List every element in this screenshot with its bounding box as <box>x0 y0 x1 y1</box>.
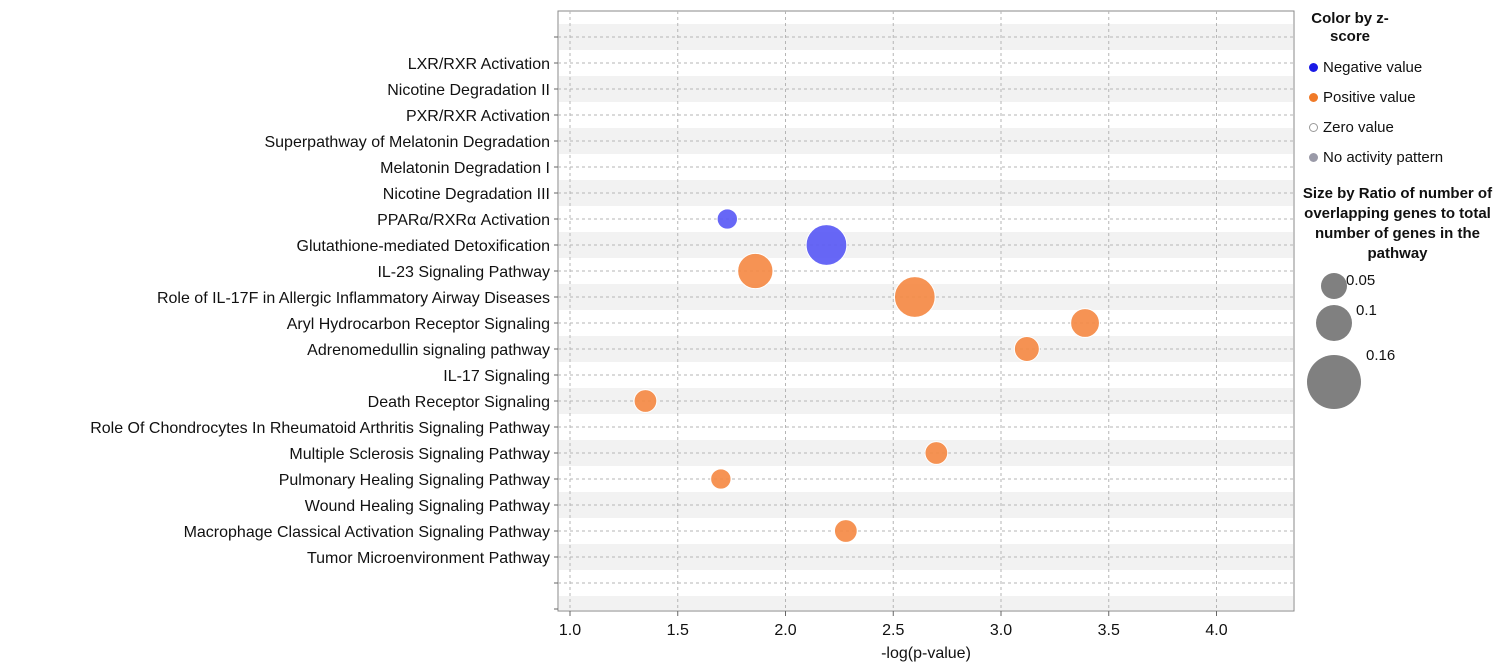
x-axis-ticks: 1.01.52.02.53.03.54.04.55.05.56.06.57.07… <box>559 611 1228 639</box>
y-axis-label: Superpathway of Melatonin Degradation <box>264 134 550 151</box>
data-point <box>710 468 732 490</box>
legend-color-label: Negative value <box>1323 58 1423 76</box>
y-axis-label: Glutathione-mediated Detoxification <box>297 238 550 255</box>
legend-color-label: Positive value <box>1323 88 1416 106</box>
legend-size-label: 0.1 <box>1356 302 1377 319</box>
legend-size-circle <box>1315 304 1353 342</box>
data-point <box>633 389 658 413</box>
legend-color-items: Negative value Positive value Zero value No… <box>1300 52 1495 172</box>
y-axis-label: IL-23 Signaling Pathway <box>377 264 550 281</box>
x-tick-label: 1.5 <box>667 622 689 639</box>
y-axis-label: PPARα/RXRα Activation <box>377 212 550 229</box>
row-bands <box>559 24 1293 610</box>
y-axis-label: Role of IL-17F in Allergic Inflammatory … <box>157 290 550 307</box>
x-tick-label: 2.0 <box>774 622 796 639</box>
grid-lines <box>554 11 1294 611</box>
legend-dot-icon <box>1309 62 1318 72</box>
y-axis-label: Pulmonary Healing Signaling Pathway <box>279 472 550 489</box>
data-point <box>805 224 848 266</box>
data-point <box>893 276 936 318</box>
legend: Color by z-score Negative value Positive … <box>1300 10 1495 410</box>
y-axis-label: PXR/RXR Activation <box>406 108 550 125</box>
legend-color-item: Positive value <box>1300 82 1495 112</box>
x-axis-label: -log(p-value) <box>881 645 971 662</box>
y-axis-label: Adrenomedullin signaling pathway <box>307 342 550 359</box>
data-point <box>1070 308 1100 338</box>
x-tick-label: 1.0 <box>559 622 581 639</box>
data-point <box>737 252 774 290</box>
data-point <box>833 519 858 543</box>
legend-size-circle <box>1306 354 1362 410</box>
legend-size-title: Size by Ratio of number of overlapping g… <box>1302 185 1493 262</box>
y-axis-label: Macrophage Classical Activation Signalin… <box>184 524 550 541</box>
x-tick-label: 4.0 <box>1205 622 1227 639</box>
bubble-chart: LXR/RXR Activation Nicotine Degradation I… <box>90 10 1295 662</box>
legend-color-label: No activity pattern <box>1323 148 1444 166</box>
y-axis-label: Wound Healing Signaling Pathway <box>305 498 550 515</box>
data-points <box>633 208 1100 543</box>
legend-size-items: 0.05 0.1 0.16 <box>1300 264 1495 410</box>
legend-color-item: Negative value <box>1300 52 1495 82</box>
x-tick-label: 2.5 <box>882 622 904 639</box>
y-axis-label: Role Of Chondrocytes In Rheumatoid Arthr… <box>90 420 550 437</box>
legend-dot-icon <box>1309 152 1318 162</box>
data-point <box>716 208 738 230</box>
legend-dot-icon <box>1309 92 1318 102</box>
y-axis-label: Nicotine Degradation II <box>387 82 550 99</box>
y-axis-label: Nicotine Degradation III <box>383 186 550 203</box>
y-axis-label: Melatonin Degradation I <box>380 160 550 177</box>
legend-color-label: Zero value <box>1323 118 1394 136</box>
legend-color-title: Color by z-score <box>1311 10 1389 45</box>
legend-color-item: Zero value <box>1300 112 1495 142</box>
y-axis-label: Multiple Sclerosis Signaling Pathway <box>289 446 550 463</box>
legend-size-label: 0.16 <box>1366 347 1396 364</box>
legend-color-item: No activity pattern <box>1300 142 1495 172</box>
data-point <box>924 441 949 465</box>
y-axis-label: Aryl Hydrocarbon Receptor Signaling <box>287 316 550 333</box>
data-point <box>1013 336 1040 362</box>
x-tick-label: 3.5 <box>1098 622 1120 639</box>
legend-dot-icon <box>1309 122 1318 132</box>
y-axis-label: IL-17 Signaling <box>443 368 550 385</box>
legend-size-label: 0.05 <box>1346 272 1376 289</box>
row-band <box>559 596 1293 610</box>
legend-size-circle <box>1321 273 1347 299</box>
y-axis-label: LXR/RXR Activation <box>408 56 550 73</box>
x-tick-label: 3.0 <box>990 622 1012 639</box>
y-axis-label: Death Receptor Signaling <box>368 394 550 411</box>
y-axis-labels: LXR/RXR Activation Nicotine Degradation I… <box>90 56 550 567</box>
y-axis-label: Tumor Microenvironment Pathway <box>307 550 550 567</box>
